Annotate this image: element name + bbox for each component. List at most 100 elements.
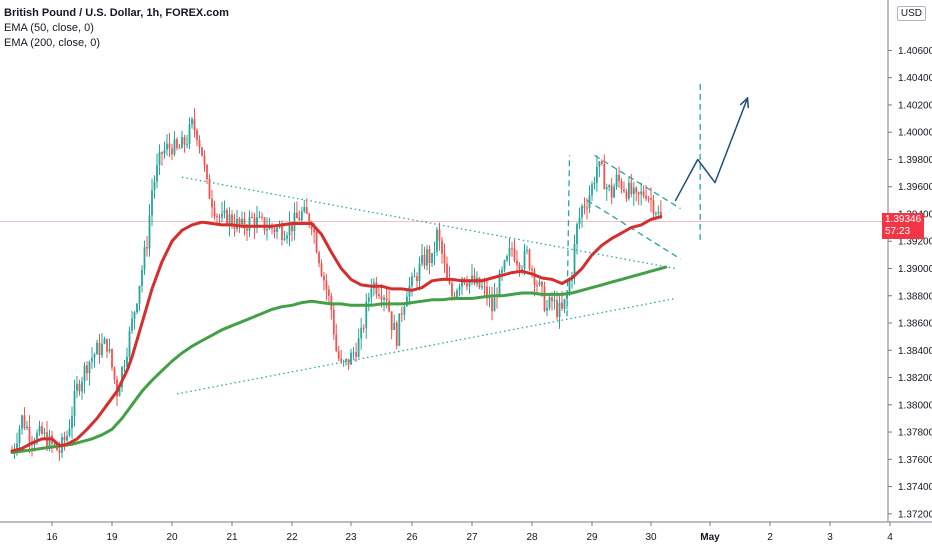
- candle-body: [395, 322, 398, 346]
- candle-body: [88, 361, 91, 374]
- candle-body: [458, 286, 461, 291]
- price-axis[interactable]: 1.37200 1.37400 1.37600 1.37800 1.38000 1.382…: [887, 0, 932, 522]
- candle-body: [625, 191, 628, 199]
- price-tick-label: 1.38000: [898, 400, 932, 411]
- price-tick-label: 1.38800: [898, 291, 932, 302]
- candle-body: [176, 139, 178, 148]
- candle-body: [501, 269, 503, 273]
- candle-body: [383, 297, 385, 300]
- candle-body: [598, 161, 601, 167]
- candle-body: [352, 352, 355, 354]
- price-tick-label: 1.40400: [898, 73, 932, 84]
- candle-body: [266, 229, 268, 231]
- candle-body: [365, 301, 368, 329]
- trendline-drawings[interactable]: [176, 80, 701, 395]
- candle-body: [337, 351, 340, 359]
- candle-body: [228, 214, 231, 225]
- time-tick-label: 26: [406, 532, 418, 543]
- candle-body: [26, 426, 28, 429]
- candle-body: [161, 152, 163, 154]
- candle-body: [370, 288, 373, 298]
- candle-body: [388, 300, 391, 312]
- candle-body: [203, 155, 206, 166]
- candle-body: [558, 302, 561, 318]
- candle-body: [461, 278, 463, 287]
- candle-body: [466, 283, 468, 287]
- candle-body: [171, 148, 173, 155]
- candle-body: [325, 280, 328, 290]
- candle-body: [18, 428, 21, 444]
- candle-body: [615, 174, 618, 187]
- candle-body: [380, 296, 383, 300]
- candle-body: [66, 435, 68, 441]
- candle-body: [593, 182, 596, 185]
- candle-body: [603, 164, 606, 190]
- candle-body: [488, 297, 491, 299]
- time-tick-label: 19: [106, 532, 118, 543]
- candle-body: [568, 280, 571, 295]
- candle-body: [23, 415, 26, 429]
- candle-body: [63, 436, 66, 441]
- candle-body: [518, 264, 521, 270]
- candle-body: [413, 276, 416, 278]
- current-price-value: 1.39346: [885, 214, 922, 226]
- candle-body: [313, 229, 316, 233]
- candle-body: [278, 226, 281, 228]
- candle-body: [73, 391, 76, 416]
- chart-legend: British Pound / U.S. Dollar, 1h, FOREX.c…: [4, 6, 229, 51]
- candle-body: [221, 213, 223, 218]
- candle-body: [151, 190, 153, 216]
- candle-body: [350, 352, 352, 365]
- candle-body: [618, 174, 620, 182]
- candle-body: [58, 450, 61, 453]
- projection-arrow[interactable]: [674, 96, 750, 202]
- candle-body: [605, 187, 608, 190]
- candle-body: [541, 281, 543, 287]
- candle-body: [226, 210, 228, 225]
- candle-body: [360, 327, 363, 339]
- candle-body: [390, 311, 393, 331]
- candle-body: [201, 147, 203, 156]
- candle-body: [506, 255, 508, 261]
- candle-body: [441, 240, 443, 254]
- candle-body: [453, 296, 456, 298]
- time-tick-label: May: [700, 532, 720, 543]
- candle-body: [261, 216, 263, 218]
- ema200-legend[interactable]: EMA (200, close, 0): [4, 37, 100, 49]
- time-tick-label: 28: [526, 532, 538, 543]
- candle-body: [378, 294, 380, 297]
- price-tick-label: 1.39800: [898, 155, 932, 166]
- symbol-title[interactable]: British Pound / U.S. Dollar, 1h, FOREX.c…: [4, 7, 229, 19]
- candle-body: [183, 137, 186, 145]
- candle-body: [213, 207, 216, 217]
- candle-body: [93, 354, 96, 358]
- candle-body: [298, 218, 301, 221]
- candle-body: [491, 297, 493, 312]
- candle-body: [406, 296, 408, 307]
- candle-body: [193, 119, 196, 131]
- time-axis[interactable]: 16 19 20 21 22 23 26 27 28 29 30 May 2 3 4: [0, 521, 932, 543]
- time-tick-label: 23: [345, 532, 357, 543]
- currency-button[interactable]: USD: [896, 6, 926, 21]
- candle-body: [637, 192, 640, 195]
- candle-body: [498, 272, 501, 297]
- candle-body: [600, 161, 603, 165]
- price-tick-label: 1.39000: [898, 264, 932, 275]
- candle-body: [332, 310, 335, 335]
- candle-body: [418, 263, 421, 282]
- price-tick-label: 1.39600: [898, 182, 932, 193]
- candle-body: [591, 184, 593, 196]
- candle-body: [645, 195, 647, 199]
- pole-left: [566, 155, 571, 317]
- price-tick-label: 1.37600: [898, 455, 932, 466]
- candle-body: [610, 185, 613, 198]
- ema50-legend[interactable]: EMA (50, close, 0): [4, 22, 94, 34]
- candle-body: [357, 338, 360, 357]
- candle-body: [223, 210, 226, 214]
- candle-body: [443, 253, 446, 264]
- candle-body: [588, 195, 591, 208]
- price-tick-label: 1.38400: [898, 346, 932, 357]
- candle-body: [623, 189, 625, 192]
- candle-body: [375, 282, 378, 295]
